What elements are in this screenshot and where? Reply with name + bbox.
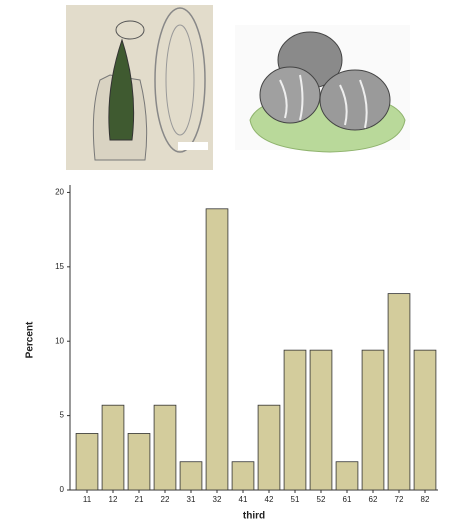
x-tick-label: 52	[317, 495, 326, 504]
bar	[128, 433, 150, 490]
x-tick-label: 51	[291, 495, 300, 504]
page: Percent third 0 5 10 15 20 11 12 21 22 31 32 41 42 51…	[0, 0, 460, 526]
y-tick-label: 0	[60, 485, 65, 494]
bar	[362, 350, 384, 490]
x-tick-label: 41	[239, 495, 248, 504]
bar	[180, 462, 202, 490]
sketch-photo	[66, 5, 213, 170]
x-axis-title: third	[243, 511, 265, 522]
bar	[154, 405, 176, 490]
bar	[232, 462, 254, 490]
x-tick-label: 12	[109, 495, 118, 504]
y-tick-label: 10	[55, 336, 64, 345]
x-tick-label: 42	[265, 495, 274, 504]
y-tick-label: 5	[60, 411, 65, 420]
bar	[388, 294, 410, 490]
bar	[284, 350, 306, 490]
x-tick-label: 31	[187, 495, 196, 504]
x-tick-label: 82	[421, 495, 430, 504]
bar	[336, 462, 358, 490]
y-axis-title: Percent	[25, 321, 36, 358]
bar	[76, 433, 98, 490]
bar	[310, 350, 332, 490]
x-tick-label: 11	[83, 495, 92, 504]
y-tick-label: 15	[55, 262, 64, 271]
x-tick-label: 21	[135, 495, 144, 504]
y-tick-label: 20	[55, 188, 64, 197]
x-tick-label: 32	[213, 495, 222, 504]
x-tick-label: 72	[395, 495, 404, 504]
bar	[102, 405, 124, 490]
x-tick-label: 61	[343, 495, 352, 504]
render-photo	[235, 25, 410, 152]
x-tick-label: 22	[161, 495, 170, 504]
bar	[206, 209, 228, 490]
x-tick-label: 62	[369, 495, 378, 504]
bar	[414, 350, 436, 490]
bar	[258, 405, 280, 490]
